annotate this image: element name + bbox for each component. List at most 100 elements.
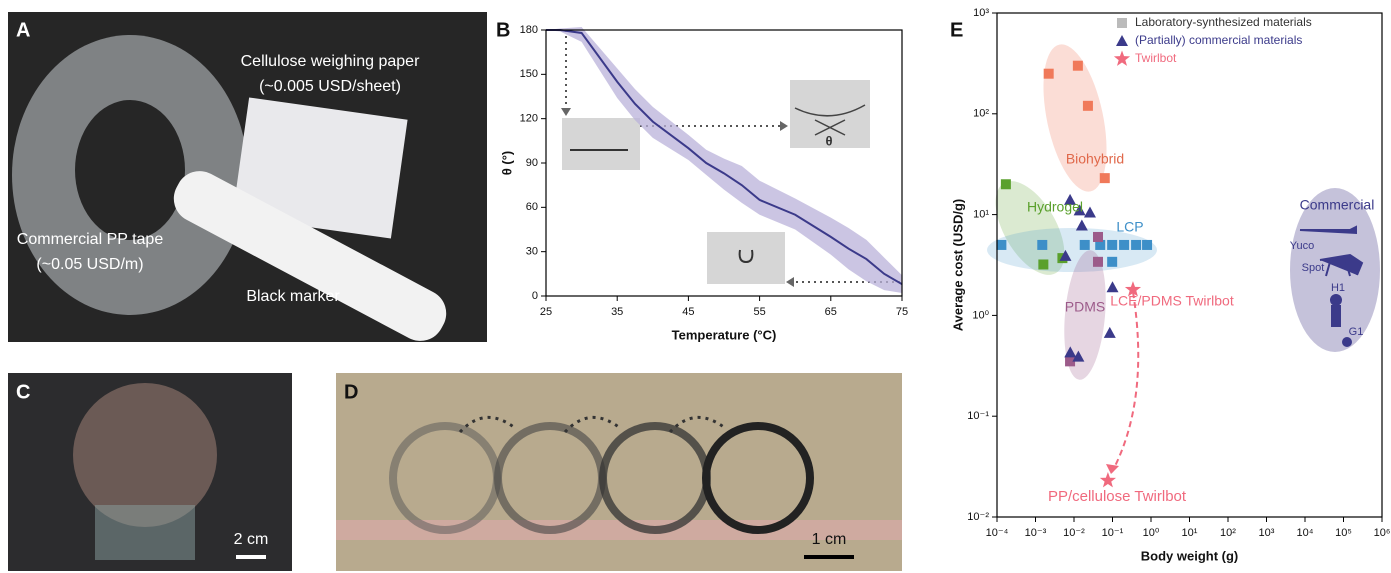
marker-square — [1107, 239, 1118, 250]
inset-strip — [738, 249, 754, 264]
marker-square — [1079, 239, 1090, 250]
photo-label: Black marker — [246, 288, 340, 305]
x-tick-label: 65 — [825, 306, 837, 318]
panel-letter: B — [496, 19, 510, 41]
sphere-4 — [702, 422, 814, 534]
panel-letter: E — [950, 19, 963, 41]
inset-photo — [562, 118, 640, 170]
marker-triangle — [1059, 249, 1072, 261]
x-tick-label: 10⁰ — [1143, 527, 1160, 539]
annotation: θ — [825, 133, 832, 148]
arrowhead — [1106, 464, 1119, 474]
legend-label: (Partially) commercial materials — [1135, 33, 1302, 47]
x-tick-label: 10⁶ — [1374, 527, 1391, 539]
marker-star — [1113, 50, 1131, 66]
marker-triangle — [1064, 346, 1077, 358]
data-line — [546, 29, 903, 286]
y-tick-label: 60 — [526, 201, 538, 213]
annotation: PDMS — [1065, 299, 1105, 315]
marker-triangle — [1075, 219, 1088, 231]
tape-hole — [75, 100, 185, 240]
y-axis-label: Average cost (USD/g) — [950, 199, 965, 331]
x-axis-label: Temperature (°C) — [672, 327, 777, 342]
marker-square — [1072, 60, 1083, 71]
y-tick-label: 10² — [973, 108, 989, 120]
inset-photo — [707, 232, 785, 284]
marker-square — [1065, 356, 1076, 367]
annotation: LCP — [1116, 219, 1143, 235]
x-tick-label: 75 — [896, 306, 908, 318]
x-tick-label: 10⁻¹ — [1102, 527, 1124, 539]
marker-triangle — [1064, 193, 1077, 205]
marker-square — [1117, 18, 1127, 28]
annotation: Yuco — [1290, 240, 1314, 252]
y-tick-label: 10¹ — [973, 209, 989, 221]
x-tick-label: 35 — [611, 306, 623, 318]
annotation: Biohybrid — [1066, 151, 1124, 167]
photo-label: Cellulose weighing paper — [241, 53, 420, 70]
marker-star — [1099, 472, 1116, 488]
marker-square — [996, 239, 1007, 250]
marker-triangle — [1106, 281, 1119, 293]
y-tick-label: 30 — [526, 246, 538, 258]
x-tick-label: 10³ — [1259, 527, 1275, 539]
marker-square — [1000, 179, 1011, 190]
marker-square — [1099, 173, 1110, 184]
legend-label: Laboratory-synthesized materials — [1135, 15, 1312, 29]
group-region — [1064, 250, 1106, 380]
scale-label: 1 cm — [812, 531, 847, 548]
annotation: PP/cellulose Twirlbot — [1048, 488, 1187, 505]
y-tick-label: 150 — [520, 68, 538, 80]
x-tick-label: 10² — [1220, 527, 1236, 539]
marker-square — [1092, 231, 1103, 242]
tape-strip — [336, 520, 902, 540]
marker-triangle — [1116, 35, 1128, 46]
marker-square — [1119, 239, 1130, 250]
weighing-paper — [232, 97, 408, 239]
x-tick-label: 10⁻³ — [1025, 527, 1047, 539]
inset-strip — [794, 104, 866, 136]
x-tick-label: 55 — [753, 306, 765, 318]
group-region — [1043, 44, 1107, 192]
marker — [173, 171, 447, 341]
x-tick-label: 45 — [682, 306, 694, 318]
x-axis-label: Body weight (g) — [1141, 548, 1239, 563]
marker-square — [1038, 259, 1049, 270]
y-tick-label: 90 — [526, 157, 538, 169]
legend-label: Twirlbot — [1135, 51, 1177, 65]
marker-square — [1082, 100, 1093, 111]
marker-star — [1124, 281, 1142, 297]
y-axis-label: θ (°) — [499, 151, 514, 176]
marker-square — [1107, 256, 1118, 267]
annotation: H1 — [1331, 282, 1345, 294]
y-tick-label: 10⁰ — [972, 309, 989, 321]
y-tick-label: 120 — [520, 113, 538, 125]
y-tick-label: 10⁻² — [967, 511, 989, 523]
panel-letter: D — [344, 381, 358, 403]
robot-icons — [1299, 225, 1364, 347]
marker-square — [1092, 256, 1103, 267]
annotation: LCE/PDMS Twirlbot — [1110, 293, 1234, 309]
y-tick-label: 10³ — [973, 7, 989, 19]
marker-triangle — [1103, 326, 1116, 338]
x-tick-label: 10⁵ — [1335, 527, 1352, 539]
photo-label: (~0.005 USD/sheet) — [259, 78, 401, 95]
marker-square — [1043, 68, 1054, 79]
y-tick-label: 0 — [532, 290, 538, 302]
scale-label: 2 cm — [234, 531, 269, 548]
marker-square — [1131, 239, 1142, 250]
scale-bar — [804, 555, 854, 559]
marker-square — [1037, 239, 1048, 250]
y-tick-label: 180 — [520, 24, 538, 36]
annotation: Hydrogel — [1027, 199, 1083, 215]
annotation: Commercial — [1300, 197, 1375, 213]
x-tick-label: 25 — [540, 306, 552, 318]
y-tick-label: 10⁻¹ — [967, 410, 989, 422]
scale-bar — [236, 555, 266, 559]
photo-label: Commercial PP tape — [17, 231, 164, 248]
x-tick-label: 10⁻² — [1063, 527, 1085, 539]
panel-letter: C — [16, 381, 30, 403]
x-tick-label: 10¹ — [1182, 527, 1198, 539]
marker-square — [1142, 239, 1153, 250]
